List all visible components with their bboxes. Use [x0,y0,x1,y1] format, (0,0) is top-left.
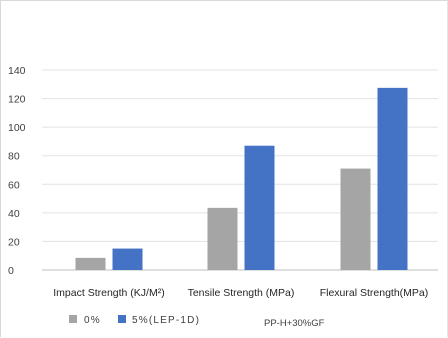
y-tick-label: 40 [8,208,20,220]
y-tick-label: 20 [8,236,20,248]
y-tick-label: 100 [8,122,26,134]
gridlines [42,69,438,271]
y-tick-label: 140 [8,65,26,77]
legend-swatch-5pct [118,315,126,323]
legend-label-0pct: 0% [84,315,101,326]
x-category-label: Flexural Strength(MPa) [320,287,429,299]
material-annotation: PP-H+30%GF [264,318,325,329]
bars [75,87,408,270]
bar-5pct-cat1 [244,145,275,270]
legend-label-5pct: 5%(LEP-1D) [132,315,200,326]
x-axis-labels: Impact Strength (KJ/M²) Tensile Strength … [53,287,428,299]
x-category-label: Tensile Strength (MPa) [188,287,295,299]
bar-5pct-cat0 [112,248,143,270]
bar-5pct-cat2 [377,87,408,270]
y-tick-label: 0 [8,265,14,277]
y-tick-label: 60 [8,179,20,191]
x-category-label: Impact Strength (KJ/M²) [53,287,164,299]
y-axis-ticks: 0 20 40 60 80 100 120 140 [8,65,26,277]
bar-0pct-cat1 [207,207,238,270]
bar-0pct-cat2 [340,168,371,270]
bar-0pct-cat0 [75,257,106,270]
legend: 0% 5%(LEP-1D) [69,315,200,326]
legend-swatch-0pct [69,315,77,323]
y-tick-label: 80 [8,151,20,163]
y-tick-label: 120 [8,94,26,106]
